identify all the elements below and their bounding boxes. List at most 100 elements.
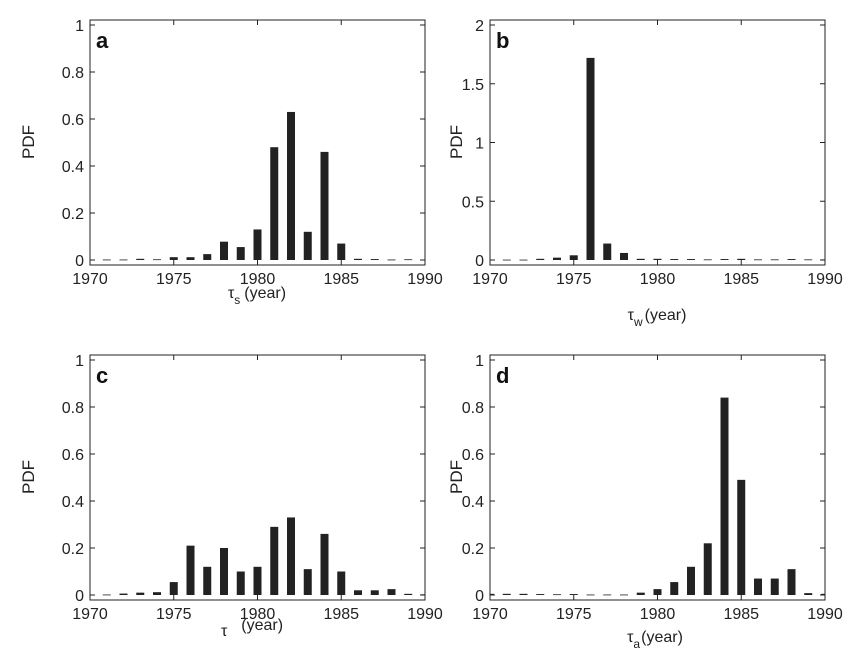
bar (620, 252, 628, 260)
bar (102, 594, 111, 596)
panel-letter: d (496, 363, 509, 388)
bar (320, 151, 329, 260)
bar (586, 57, 595, 261)
x-tick-label: 1985 (723, 271, 759, 288)
x-axis-subscript: s (234, 293, 240, 307)
bar (536, 594, 545, 595)
bar (370, 590, 379, 595)
x-ticks: 1970 1975 1980 1985 1990 (72, 355, 443, 623)
y-tick-label: 0 (475, 253, 484, 270)
y-tick-label: 0.4 (462, 494, 484, 511)
y-tick-label: 1 (475, 353, 484, 370)
bar (603, 594, 612, 596)
bar (404, 259, 413, 261)
bar (737, 258, 746, 260)
bar (653, 589, 662, 596)
x-tick-label: 1970 (472, 271, 508, 288)
x-axis-subscript: w (633, 315, 643, 329)
y-tick-label: 0 (75, 253, 84, 270)
bar (236, 571, 245, 595)
y-axis-label: PDF (447, 125, 466, 159)
y-axis-label: PDF (447, 460, 466, 494)
bar (270, 147, 279, 260)
bar (119, 593, 128, 595)
x-axis-subscript: a (633, 637, 640, 651)
bar (169, 257, 178, 260)
bar (502, 593, 511, 595)
x-tick-label: 1990 (407, 271, 443, 288)
y-tick-label: 0.2 (62, 206, 84, 223)
y-tick-label: 0.8 (62, 65, 84, 82)
x-tick-label: 1975 (556, 606, 592, 623)
bar (236, 247, 245, 260)
x-axis-symbol: τ (627, 629, 634, 646)
bar (653, 258, 662, 260)
bar (670, 582, 679, 595)
y-axis-label: PDF (19, 125, 38, 159)
bar (287, 517, 295, 595)
bar-series (90, 111, 425, 261)
bar (186, 257, 195, 260)
bar (553, 594, 561, 596)
bar (553, 257, 561, 260)
bar (287, 111, 295, 260)
x-tick-label: 1990 (407, 606, 443, 623)
bar (136, 592, 145, 595)
bar (320, 533, 329, 595)
x-tick-label: 1990 (807, 606, 843, 623)
bar (737, 479, 746, 595)
bar (687, 259, 695, 260)
x-tick-label: 1990 (807, 271, 843, 288)
y-tick-label: 0.5 (462, 194, 484, 211)
y-tick-label: 0.2 (62, 541, 84, 558)
bar (186, 545, 195, 595)
x-axis-symbol: τ (228, 285, 235, 302)
bar (687, 566, 695, 595)
y-tick-label: 0.4 (62, 494, 84, 511)
bar-series (490, 397, 825, 596)
panel-letter: c (96, 363, 108, 388)
bar (804, 259, 813, 261)
x-tick-label: 1980 (240, 271, 276, 288)
y-tick-label: 1 (75, 18, 84, 35)
bar (354, 258, 362, 260)
bar (754, 259, 762, 261)
y-tick-label: 0.4 (62, 159, 84, 176)
y-tick-label: 1 (75, 353, 84, 370)
x-axis-unit: (year) (645, 307, 687, 324)
y-tick-label: 0.6 (62, 112, 84, 129)
y-tick-label: 0 (475, 588, 484, 605)
plot-frame (89, 354, 426, 601)
panel-letter: a (96, 28, 109, 53)
x-axis-label: τ (year) (221, 617, 283, 640)
plot-frame (489, 354, 826, 601)
bar (337, 571, 346, 595)
bar (703, 259, 712, 261)
x-ticks: 1970 1975 1980 1985 1990 (72, 20, 443, 288)
x-tick-label: 1970 (72, 606, 108, 623)
x-tick-label: 1985 (723, 606, 759, 623)
plot-frame (489, 19, 826, 266)
bar (536, 258, 545, 260)
y-ticks: 0 0.5 1 1.5 2 (462, 18, 825, 270)
y-axis-label: PDF (19, 460, 38, 494)
bar (754, 578, 762, 595)
x-tick-label: 1980 (640, 271, 676, 288)
bar (821, 593, 825, 595)
plot-frame (89, 19, 426, 266)
bar (303, 231, 312, 260)
y-tick-label: 0 (75, 588, 84, 605)
bar (636, 592, 645, 595)
bar (119, 259, 128, 261)
bar (303, 569, 312, 595)
y-tick-label: 0.6 (462, 447, 484, 464)
bar (270, 526, 279, 595)
x-axis-symbol: τ (221, 623, 228, 640)
bar (220, 241, 228, 260)
y-tick-label: 0.2 (462, 541, 484, 558)
bar (670, 259, 679, 260)
x-ticks: 1970 1975 1980 1985 1990 (472, 355, 843, 623)
bar (387, 259, 396, 261)
bar (720, 397, 729, 595)
bar (770, 578, 779, 595)
